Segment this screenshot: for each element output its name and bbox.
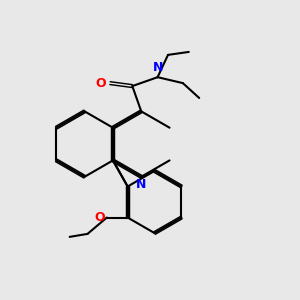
Text: N: N — [136, 178, 146, 191]
Text: N: N — [152, 61, 163, 74]
Text: O: O — [95, 211, 105, 224]
Text: O: O — [95, 76, 106, 90]
